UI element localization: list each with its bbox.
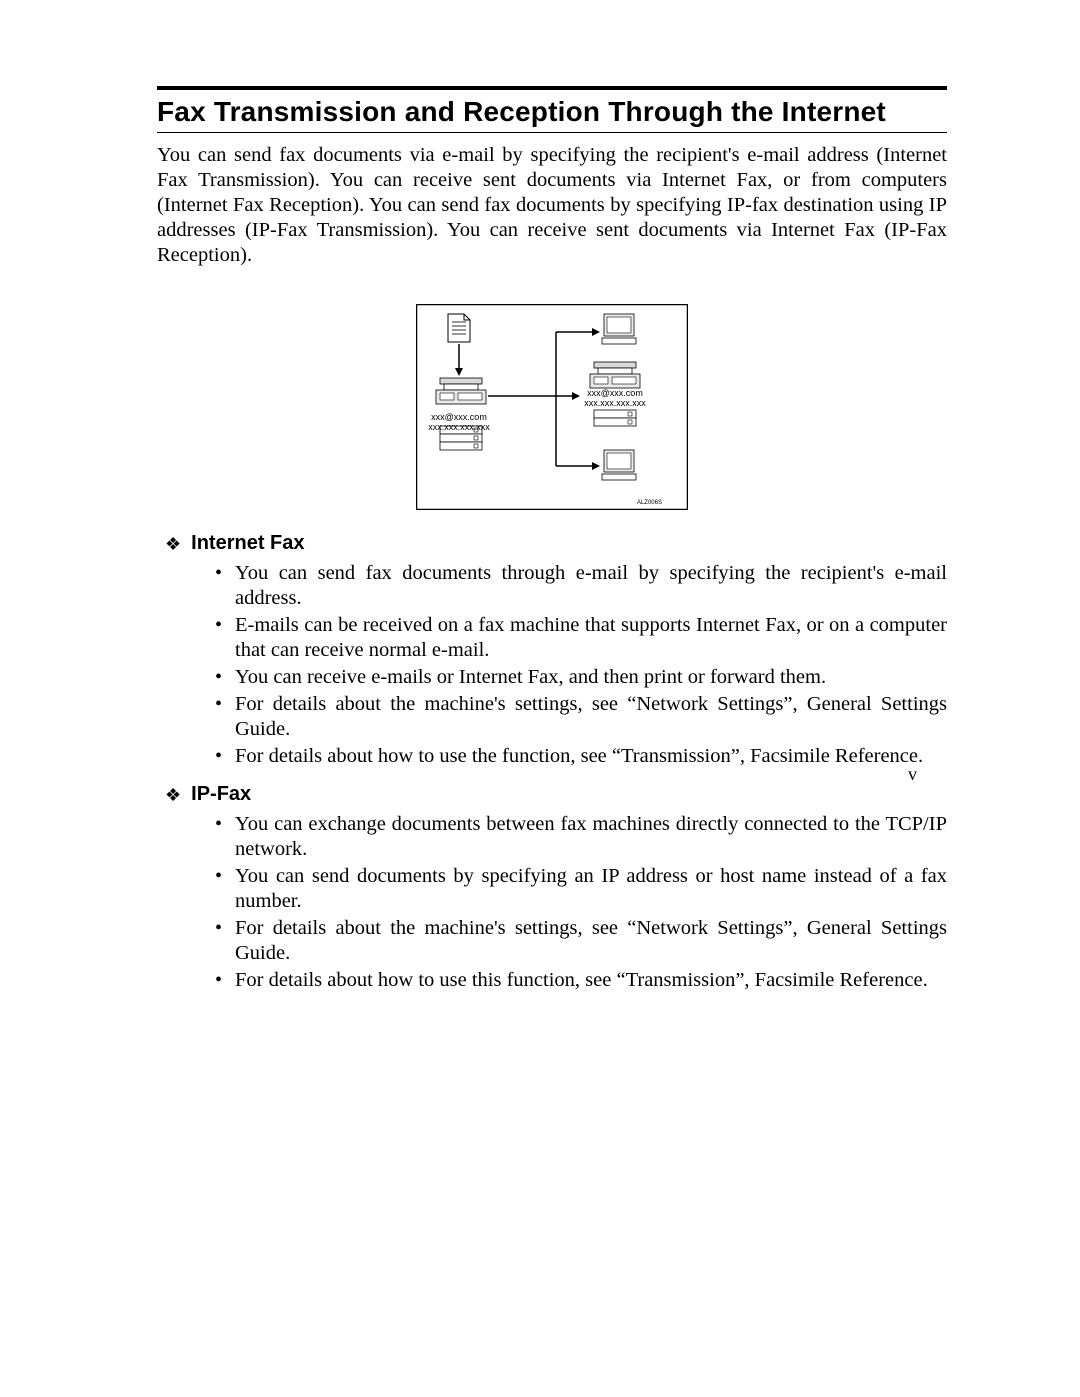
diagram-left-email: xxx@xxx.com (431, 412, 487, 422)
computer-top-icon (602, 314, 636, 344)
bullets-internet-fax: You can send fax documents through e-mai… (215, 561, 947, 769)
list-item: For details about the machine's settings… (215, 916, 947, 966)
page-content: Fax Transmission and Reception Through t… (157, 86, 947, 995)
subhead-internet-fax: ❖ Internet Fax (165, 532, 947, 555)
fax-diagram: xxx@xxx.com xxx.xxx.xxx.xxx (416, 304, 688, 510)
list-item: For details about the machine's settings… (215, 692, 947, 742)
bullets-ip-fax: You can exchange documents between fax m… (215, 812, 947, 993)
list-item: For details about how to use this functi… (215, 968, 947, 993)
subhead-text: Internet Fax (191, 532, 304, 555)
page-number: v (908, 764, 917, 785)
top-rule (157, 86, 947, 90)
list-item: For details about how to use the functio… (215, 744, 947, 769)
page-title: Fax Transmission and Reception Through t… (157, 96, 947, 128)
diamond-icon: ❖ (165, 535, 181, 553)
list-item: You can send documents by specifying an … (215, 864, 947, 914)
intro-paragraph: You can send fax documents via e-mail by… (157, 143, 947, 268)
subhead-ip-fax: ❖ IP-Fax (165, 783, 947, 806)
diagram-right-ip: xxx.xxx.xxx.xxx (584, 398, 646, 408)
list-item: E-mails can be received on a fax machine… (215, 613, 947, 663)
diagram-left-ip: xxx.xxx.xxx.xxx (428, 422, 490, 432)
list-item: You can receive e-mails or Internet Fax,… (215, 665, 947, 690)
diagram-right-email: xxx@xxx.com (587, 388, 643, 398)
diagram-container: xxx@xxx.com xxx.xxx.xxx.xxx (157, 304, 947, 510)
diagram-code: ALZ006S (637, 500, 662, 506)
title-underline (157, 132, 947, 133)
subhead-text: IP-Fax (191, 783, 251, 806)
list-item: You can exchange documents between fax m… (215, 812, 947, 862)
computer-bottom-icon (602, 450, 636, 480)
list-item: You can send fax documents through e-mai… (215, 561, 947, 611)
diamond-icon: ❖ (165, 786, 181, 804)
